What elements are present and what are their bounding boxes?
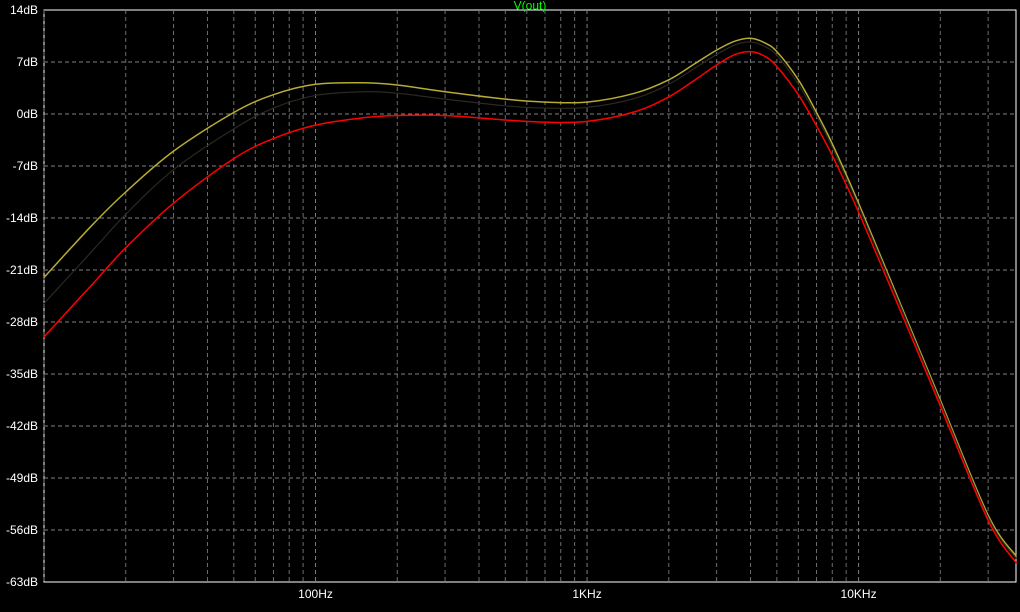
x-tick-label: 10KHz xyxy=(841,587,877,601)
y-tick-label: -35dB xyxy=(6,367,38,381)
y-tick-label: 7dB xyxy=(17,55,38,69)
y-tick-label: 14dB xyxy=(10,3,38,17)
chart-background xyxy=(0,0,1020,612)
y-tick-label: -42dB xyxy=(6,419,38,433)
y-tick-label: -7dB xyxy=(13,159,38,173)
chart-svg: V(out) 14dB 7dB 0dB -7dB -14dB -21dB -28dB -35d… xyxy=(0,0,1020,612)
y-tick-label: -14dB xyxy=(6,211,38,225)
chart-title: V(out) xyxy=(514,0,547,13)
y-tick-label: -28dB xyxy=(6,315,38,329)
y-tick-label: -56dB xyxy=(6,523,38,537)
y-tick-label: -21dB xyxy=(6,263,38,277)
y-tick-label: 0dB xyxy=(17,107,38,121)
x-tick-label: 1KHz xyxy=(572,587,601,601)
y-tick-label: -63dB xyxy=(6,575,38,589)
y-tick-label: -49dB xyxy=(6,471,38,485)
x-tick-label: 100Hz xyxy=(298,587,333,601)
frequency-response-chart: V(out) 14dB 7dB 0dB -7dB -14dB -21dB -28dB -35d… xyxy=(0,0,1020,612)
